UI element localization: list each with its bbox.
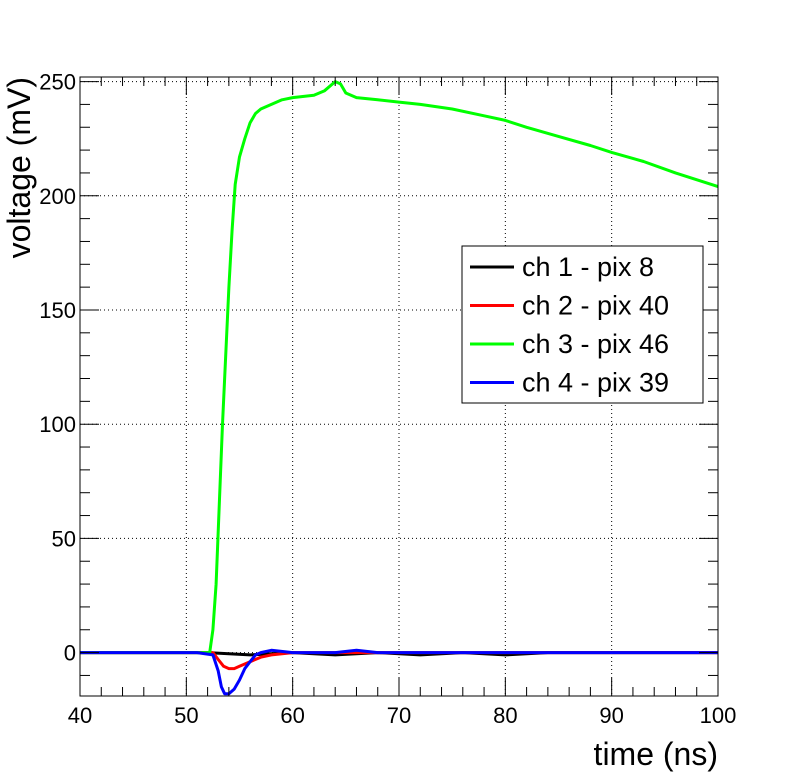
legend: ch 1 - pix 8 ch 2 - pix 40 ch 3 - pix 46 ch… [461, 245, 704, 404]
legend-label-ch4: ch 4 - pix 39 [522, 368, 669, 398]
x-tick-label: 60 [280, 703, 304, 728]
y-tick-label: 100 [39, 412, 76, 437]
legend-label-ch1: ch 1 - pix 8 [522, 252, 654, 282]
x-tick-label: 40 [68, 703, 92, 728]
series-line-ch3 [80, 80, 719, 655]
series-line-ch4 [80, 648, 718, 696]
y-axis-title: voltage (mV) [1, 77, 37, 258]
x-tick-label: 80 [493, 703, 517, 728]
x-tick-label: 100 [700, 703, 737, 728]
x-tick-label: 90 [599, 703, 623, 728]
legend-label-ch3: ch 3 - pix 46 [522, 329, 669, 359]
x-tick-label: 70 [387, 703, 411, 728]
y-tick-label: 150 [39, 298, 76, 323]
tick-layer: 40 50 60 70 80 90 100 0 50 100 150 200 250 [39, 70, 736, 728]
y-tick-label: 50 [52, 526, 76, 551]
legend-label-ch2: ch 2 - pix 40 [522, 291, 669, 321]
series-layer [80, 80, 719, 696]
y-tick-label: 200 [39, 184, 76, 209]
x-axis-title: time (ns) [594, 736, 718, 772]
x-tick-label: 50 [174, 703, 198, 728]
y-tick-label: 0 [64, 641, 76, 666]
legend-box [461, 245, 704, 404]
y-tick-label: 250 [39, 70, 76, 95]
